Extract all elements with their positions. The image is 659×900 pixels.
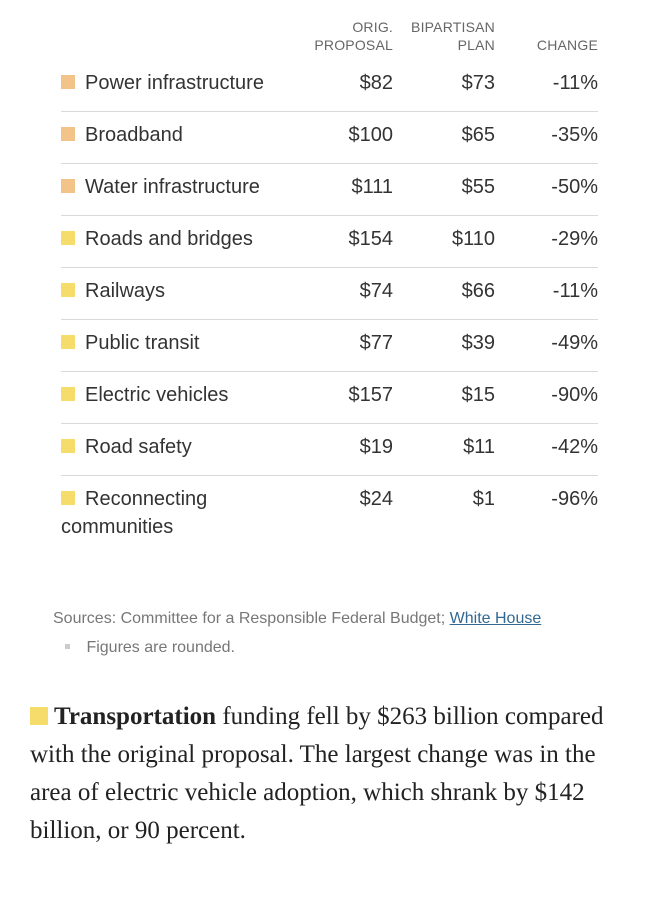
row-label: Power infrastructure <box>61 69 321 97</box>
bipartisan-value: $66 <box>461 280 495 302</box>
bipartisan-value: $73 <box>461 72 495 94</box>
bipartisan-value: $1 <box>472 488 495 510</box>
row-label-text: Reconnecting communities <box>61 488 208 538</box>
bipartisan-value: $15 <box>461 384 495 406</box>
transportation-swatch-icon <box>30 707 48 725</box>
row-label-text: Broadband <box>85 124 183 146</box>
table-row: Reconnecting communities $24 $1 -96% <box>61 476 598 546</box>
change-value: -35% <box>551 124 598 146</box>
orig-value: $157 <box>348 384 394 406</box>
row-label-text: Power infrastructure <box>85 72 264 94</box>
row-label: Roads and bridges <box>61 225 321 253</box>
table-row: Water infrastructure $111 $55 -50% <box>61 164 598 216</box>
orig-value: $74 <box>359 280 393 302</box>
bipartisan-value: $39 <box>461 332 495 354</box>
row-label-text: Railways <box>85 280 166 302</box>
table-row: Power infrastructure $82 $73 -11% <box>61 60 598 112</box>
sources-note: Sources: Committee for a Responsible Fed… <box>53 604 553 662</box>
row-label: Water infrastructure <box>61 173 321 201</box>
change-value: -50% <box>551 176 598 198</box>
change-value: -90% <box>551 384 598 406</box>
table-row: Broadband $100 $65 -35% <box>61 112 598 164</box>
white-house-link[interactable]: White House <box>449 610 542 627</box>
table-row: Roads and bridges $154 $110 -29% <box>61 216 598 268</box>
orig-value: $77 <box>359 332 393 354</box>
orig-value: $82 <box>359 72 393 94</box>
header-bipartisan-line2: PLAN <box>457 37 495 53</box>
summary-paragraph: Transportation funding fell by $263 bill… <box>30 698 630 850</box>
summary-text: funding fell by $263 billion compared wi… <box>30 703 604 844</box>
change-value: -11% <box>552 72 598 94</box>
funding-table: ORIG. PROPOSAL BIPARTISAN PLAN CHANGE Po… <box>61 0 598 546</box>
bipartisan-value: $110 <box>451 228 495 250</box>
row-label: Reconnecting communities <box>61 485 321 541</box>
change-value: -49% <box>551 332 598 354</box>
row-label-text: Water infrastructure <box>85 176 260 198</box>
bipartisan-value: $11 <box>463 436 495 458</box>
category-swatch-icon <box>61 283 75 297</box>
header-bipartisan-plan: BIPARTISAN PLAN <box>411 18 495 54</box>
orig-value: $24 <box>359 488 393 510</box>
category-swatch-icon <box>61 75 75 89</box>
header-change: CHANGE <box>536 37 598 53</box>
sources-text: Sources: Committee for a Responsible Fed… <box>53 610 446 627</box>
header-bipartisan-line1: BIPARTISAN <box>411 19 495 35</box>
change-value: -11% <box>552 280 598 302</box>
category-swatch-icon <box>61 127 75 141</box>
table-header: ORIG. PROPOSAL BIPARTISAN PLAN CHANGE <box>61 0 598 60</box>
change-value: -29% <box>551 228 598 250</box>
category-swatch-icon <box>61 231 75 245</box>
table-row: Road safety $19 $11 -42% <box>61 424 598 476</box>
header-orig-line1: ORIG. <box>352 19 393 35</box>
category-swatch-icon <box>61 335 75 349</box>
header-orig-proposal: ORIG. PROPOSAL <box>314 18 393 54</box>
table-row: Electric vehicles $157 $15 -90% <box>61 372 598 424</box>
row-label-text: Roads and bridges <box>85 228 253 250</box>
separator-dot-icon <box>65 644 70 649</box>
summary-bold: Transportation <box>54 703 217 730</box>
bipartisan-value: $65 <box>461 124 495 146</box>
row-label-text: Electric vehicles <box>85 384 229 406</box>
row-label: Railways <box>61 277 321 305</box>
header-orig-line2: PROPOSAL <box>314 37 393 53</box>
row-label: Road safety <box>61 433 321 461</box>
category-swatch-icon <box>61 491 75 505</box>
change-value: -96% <box>551 488 598 510</box>
category-swatch-icon <box>61 387 75 401</box>
row-label-text: Road safety <box>85 436 192 458</box>
table-body: Power infrastructure $82 $73 -11% Broadband $… <box>61 60 598 546</box>
orig-value: $19 <box>359 436 393 458</box>
orig-value: $111 <box>351 176 393 198</box>
rounding-note: Figures are rounded. <box>86 639 235 656</box>
orig-value: $100 <box>348 124 394 146</box>
orig-value: $154 <box>348 228 394 250</box>
category-swatch-icon <box>61 179 75 193</box>
row-label: Public transit <box>61 329 321 357</box>
table-row: Public transit $77 $39 -49% <box>61 320 598 372</box>
bipartisan-value: $55 <box>461 176 495 198</box>
table-row: Railways $74 $66 -11% <box>61 268 598 320</box>
row-label-text: Public transit <box>85 332 200 354</box>
category-swatch-icon <box>61 439 75 453</box>
row-label: Electric vehicles <box>61 381 321 409</box>
row-label: Broadband <box>61 121 321 149</box>
change-value: -42% <box>551 436 598 458</box>
